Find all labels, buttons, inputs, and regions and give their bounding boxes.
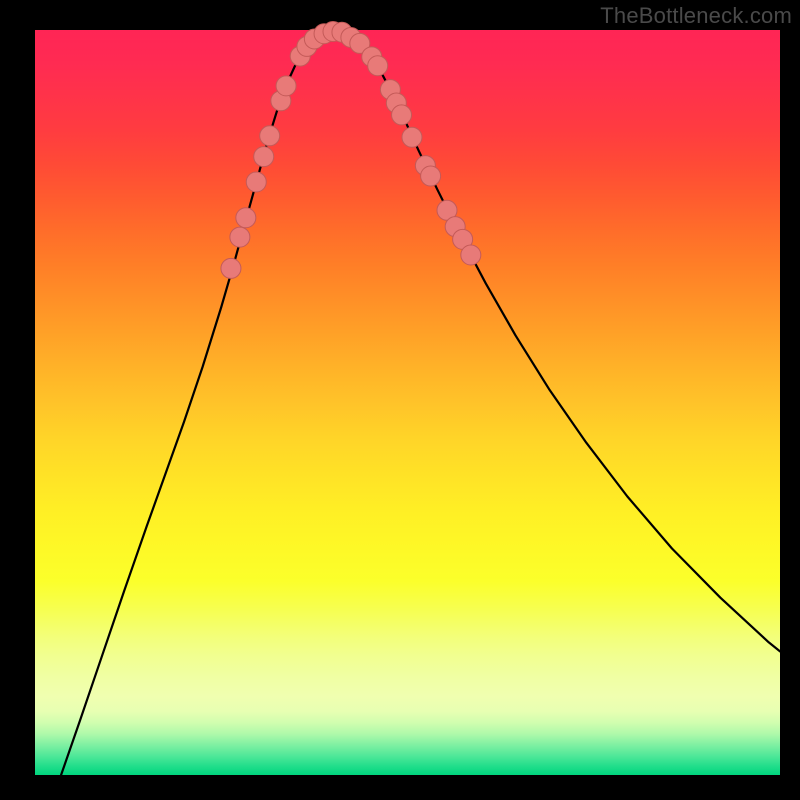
data-marker xyxy=(461,245,481,265)
data-marker xyxy=(421,166,441,186)
chart-root: TheBottleneck.com xyxy=(0,0,800,800)
data-marker xyxy=(221,258,241,278)
data-marker xyxy=(402,127,422,147)
bottleneck-chart xyxy=(0,0,800,800)
data-marker xyxy=(236,208,256,228)
data-marker xyxy=(246,172,266,192)
watermark-text: TheBottleneck.com xyxy=(600,3,792,29)
data-marker xyxy=(254,147,274,167)
data-marker xyxy=(260,126,280,146)
data-marker xyxy=(276,76,296,96)
data-marker xyxy=(230,227,250,247)
data-marker xyxy=(392,105,412,125)
data-marker xyxy=(368,56,388,76)
